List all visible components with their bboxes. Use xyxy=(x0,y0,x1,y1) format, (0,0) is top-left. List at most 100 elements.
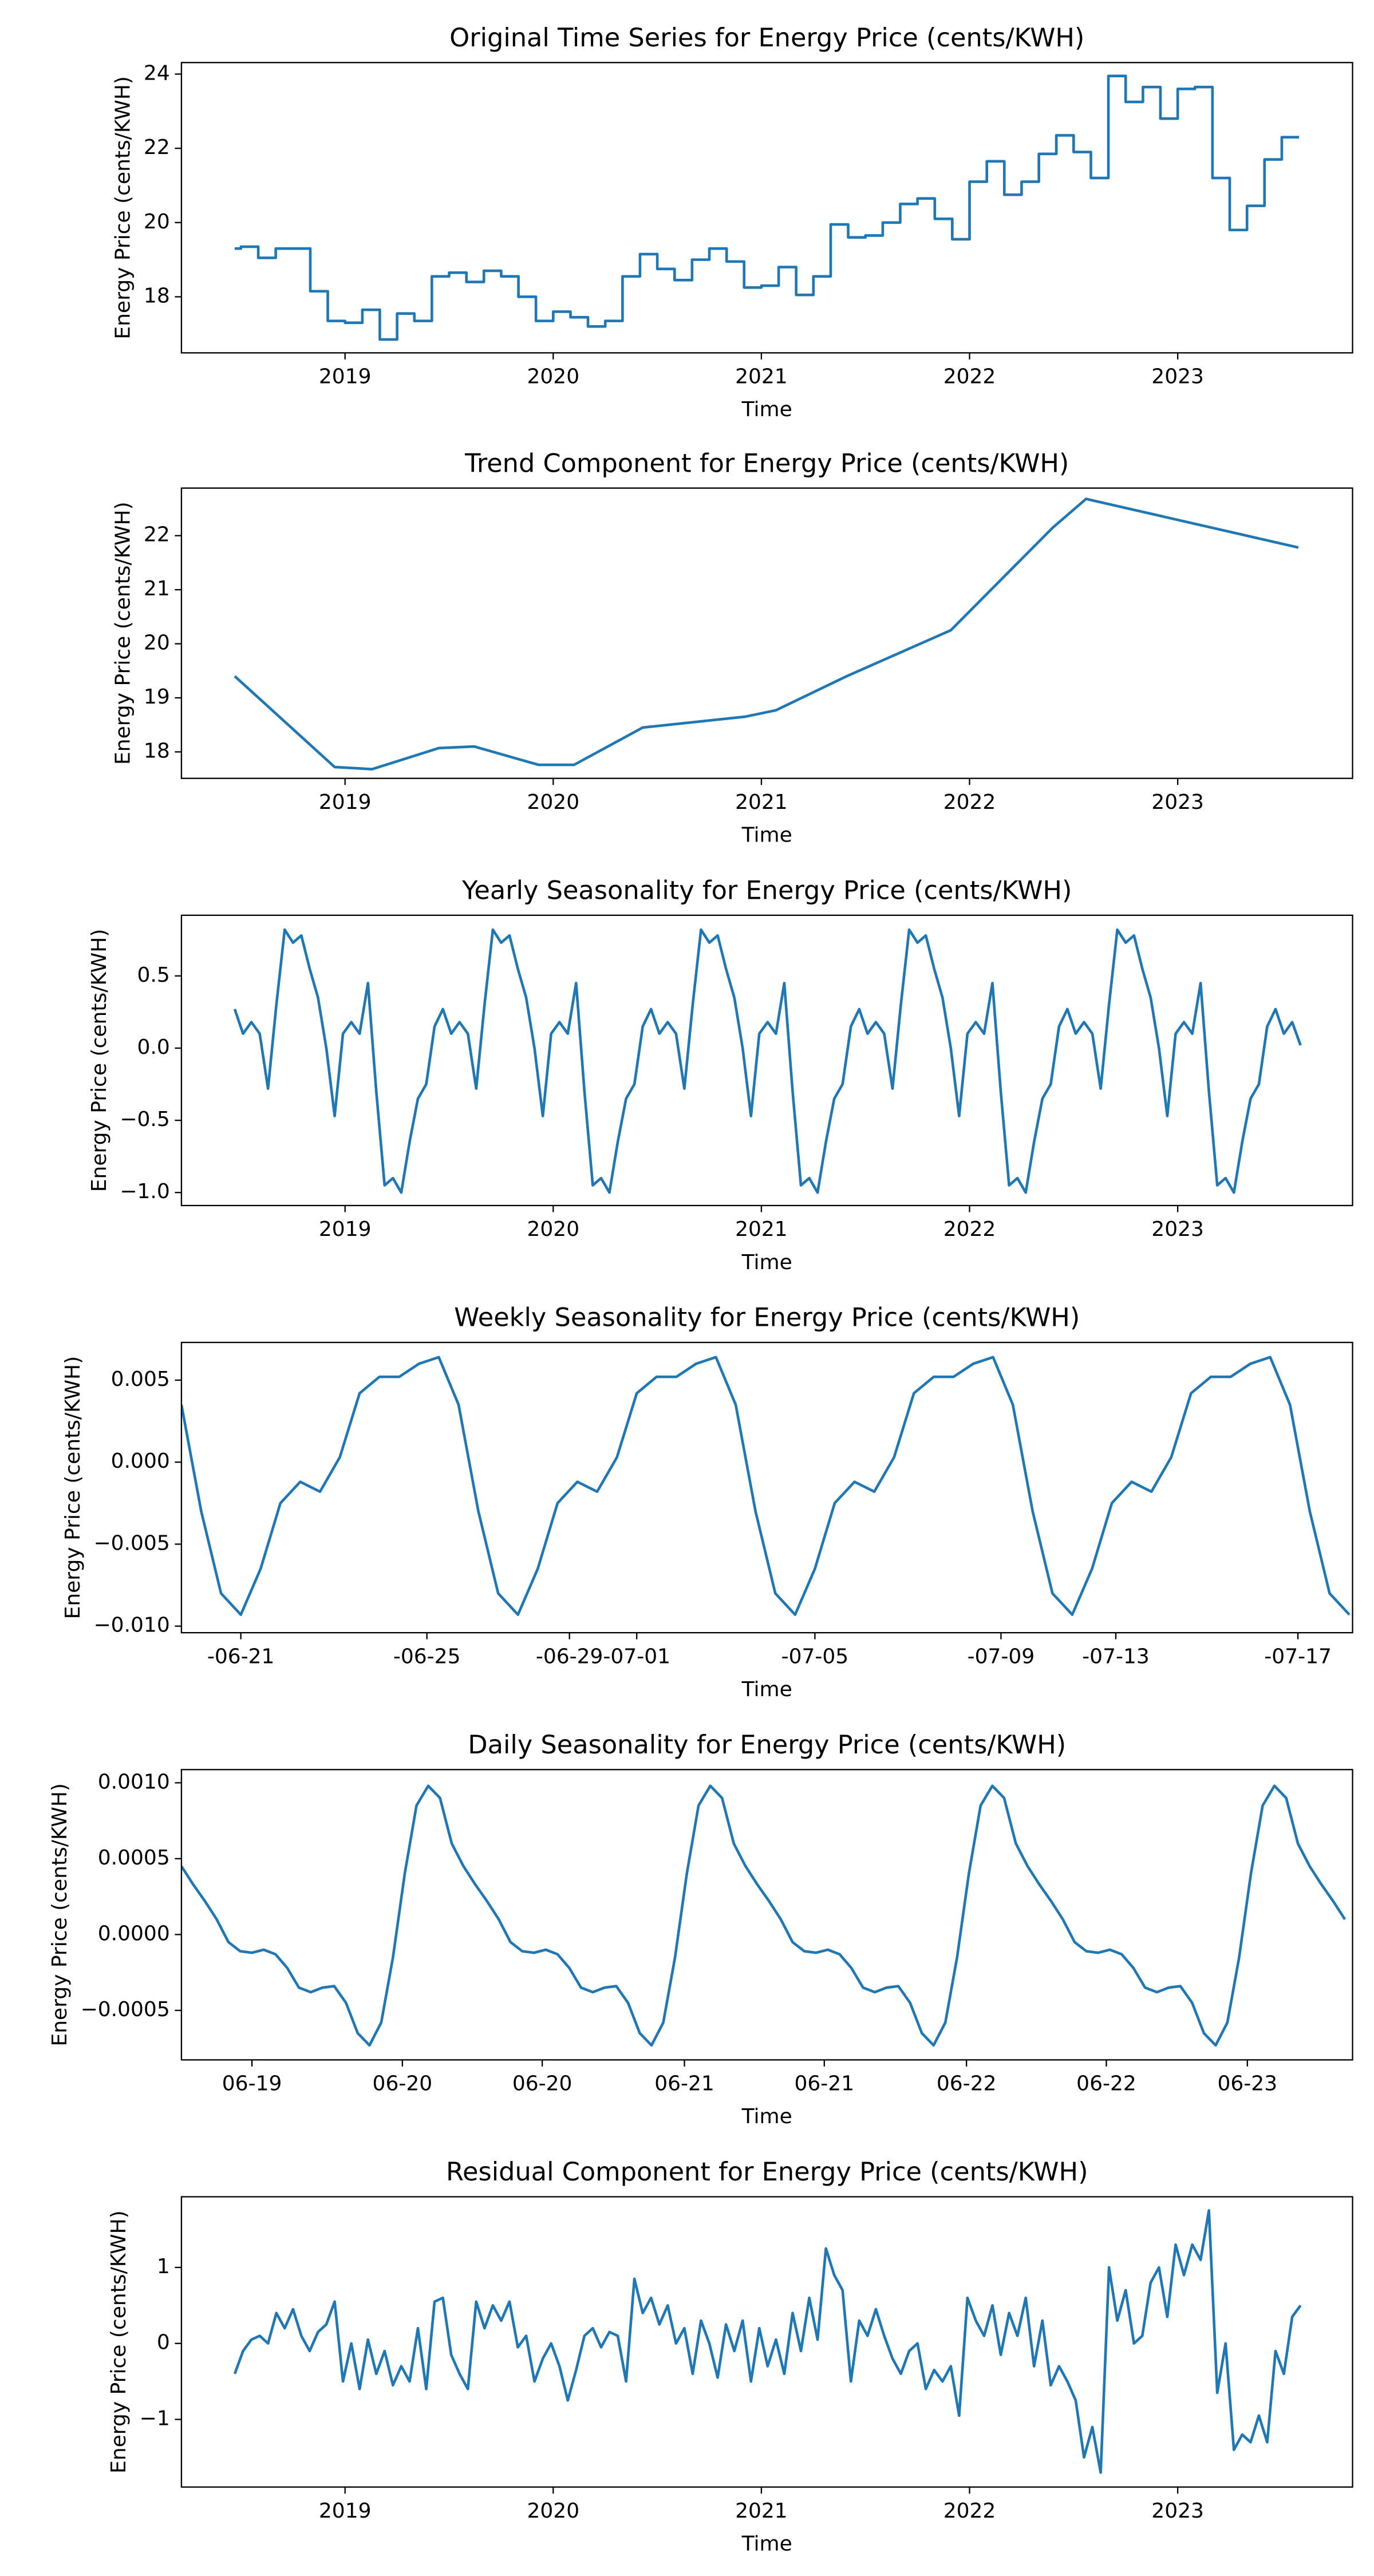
x-tick-label: -06-29 xyxy=(536,1645,603,1668)
chart-panel: Trend Component for Energy Price (cents/… xyxy=(111,448,1353,847)
y-tick-label: 0.0010 xyxy=(98,1770,170,1793)
plot-area xyxy=(233,928,1302,1194)
plot-area xyxy=(233,2209,1302,2474)
x-tick-label: 2021 xyxy=(735,1218,788,1241)
y-tick-label: 21 xyxy=(144,577,170,600)
chart-panel: Original Time Series for Energy Price (c… xyxy=(111,23,1353,421)
x-tick-label: -07-13 xyxy=(1082,1645,1150,1668)
x-tick-label: 2023 xyxy=(1151,1218,1204,1241)
plot-area xyxy=(234,497,1299,771)
x-tick-label: -06-25 xyxy=(393,1645,461,1668)
axes-frame xyxy=(180,914,1353,1207)
x-tick-label: 06-20 xyxy=(373,2072,433,2096)
y-tick-label: 20 xyxy=(144,210,170,234)
y-tick-label: 1 xyxy=(157,2255,170,2278)
y-tick-label: 0.0000 xyxy=(98,1922,170,1945)
y-tick-label: 22 xyxy=(144,136,170,159)
chart-title: Residual Component for Energy Price (cen… xyxy=(446,2157,1088,2187)
x-tick-label: 2021 xyxy=(735,2499,788,2523)
axes-frame xyxy=(180,62,1353,354)
x-tick-label: 2023 xyxy=(1151,365,1204,389)
x-axis-label: Time xyxy=(741,1251,792,1274)
data-line xyxy=(233,928,1302,1194)
x-tick-label: 2022 xyxy=(943,2499,996,2523)
data-line xyxy=(234,497,1299,771)
axes-frame xyxy=(180,2196,1353,2488)
x-tick-label: 2019 xyxy=(319,365,372,389)
x-tick-label: 2022 xyxy=(943,1218,996,1241)
y-tick-label: 24 xyxy=(144,61,170,85)
y-tick-label: −0.5 xyxy=(120,1108,169,1131)
y-tick-label: −1.0 xyxy=(120,1180,169,1203)
chart-title: Original Time Series for Energy Price (c… xyxy=(449,23,1084,53)
x-tick-label: 06-21 xyxy=(795,2072,855,2096)
y-tick-label: 0.005 xyxy=(111,1368,170,1391)
y-axis-label: Energy Price (cents/KWH) xyxy=(48,1783,72,2046)
x-tick-label: 2019 xyxy=(319,1218,372,1241)
x-tick-label: -07-01 xyxy=(603,1645,670,1668)
y-axis-label: Energy Price (cents/KWH) xyxy=(61,1356,85,1619)
x-tick-label: 06-20 xyxy=(512,2072,572,2096)
chart-title: Trend Component for Energy Price (cents/… xyxy=(464,448,1069,478)
x-tick-label: -07-05 xyxy=(781,1645,849,1668)
y-tick-label: 0.5 xyxy=(137,963,169,987)
x-tick-label: -07-09 xyxy=(968,1645,1035,1668)
y-axis-label: Energy Price (cents/KWH) xyxy=(111,501,135,765)
x-tick-label: 06-19 xyxy=(222,2072,282,2096)
axes-frame xyxy=(180,487,1353,779)
y-tick-label: 0.0005 xyxy=(98,1846,170,1870)
y-tick-label: 0 xyxy=(157,2331,170,2354)
data-line xyxy=(235,74,1300,341)
y-axis-label: Energy Price (cents/KWH) xyxy=(111,76,135,339)
chart-panel: Weekly Seasonality for Energy Price (cen… xyxy=(61,1303,1353,1701)
x-tick-label: 2023 xyxy=(1151,791,1204,814)
plot-area xyxy=(181,1356,1351,1616)
y-axis-label: Energy Price (cents/KWH) xyxy=(88,929,111,1192)
chart-panel: Daily Seasonality for Energy Price (cent… xyxy=(48,1730,1353,2128)
plot-area xyxy=(181,1784,1347,2047)
y-tick-label: 22 xyxy=(144,523,170,547)
x-tick-label: 2019 xyxy=(319,791,372,814)
y-tick-label: −0.010 xyxy=(94,1614,170,1637)
x-tick-label: 2020 xyxy=(527,2499,580,2523)
axes-frame xyxy=(180,1769,1353,2061)
chart-title: Yearly Seasonality for Energy Price (cen… xyxy=(461,876,1072,906)
x-tick-label: -06-21 xyxy=(207,1645,275,1668)
y-tick-label: 0.000 xyxy=(111,1449,170,1473)
chart-title: Daily Seasonality for Energy Price (cent… xyxy=(468,1730,1066,1760)
x-axis-label: Time xyxy=(741,2532,792,2555)
y-tick-label: 18 xyxy=(144,284,170,307)
y-tick-label: −0.005 xyxy=(94,1531,170,1555)
y-tick-label: 20 xyxy=(144,631,170,655)
y-tick-label: 19 xyxy=(144,685,170,709)
x-tick-label: -07-17 xyxy=(1264,1645,1332,1668)
x-tick-label: 2020 xyxy=(527,365,580,389)
axes-frame xyxy=(180,1341,1353,1634)
x-tick-label: 2021 xyxy=(735,365,788,389)
data-line xyxy=(181,1784,1347,2047)
y-tick-label: −0.0005 xyxy=(81,1998,170,2021)
x-tick-label: 2022 xyxy=(943,791,996,814)
x-tick-label: 2019 xyxy=(319,2499,372,2523)
y-tick-label: 0.0 xyxy=(137,1036,169,1059)
x-axis-label: Time xyxy=(741,2105,792,2128)
plot-area xyxy=(235,74,1300,341)
y-axis-label: Energy Price (cents/KWH) xyxy=(107,2210,131,2474)
x-tick-label: 06-22 xyxy=(937,2072,997,2096)
x-tick-label: 06-21 xyxy=(654,2072,714,2096)
data-line xyxy=(233,2209,1302,2474)
x-tick-label: 2020 xyxy=(527,791,580,814)
x-axis-label: Time xyxy=(741,398,792,421)
x-tick-label: 2023 xyxy=(1151,2499,1204,2523)
chart-panel: Yearly Seasonality for Energy Price (cen… xyxy=(88,876,1353,1274)
x-tick-label: 2020 xyxy=(527,1218,580,1241)
x-tick-label: 06-22 xyxy=(1076,2072,1136,2096)
chart-title: Weekly Seasonality for Energy Price (cen… xyxy=(454,1303,1080,1333)
x-axis-label: Time xyxy=(741,1678,792,1701)
x-tick-label: 06-23 xyxy=(1218,2072,1278,2096)
data-line xyxy=(181,1356,1351,1616)
x-tick-label: 2022 xyxy=(943,365,996,389)
